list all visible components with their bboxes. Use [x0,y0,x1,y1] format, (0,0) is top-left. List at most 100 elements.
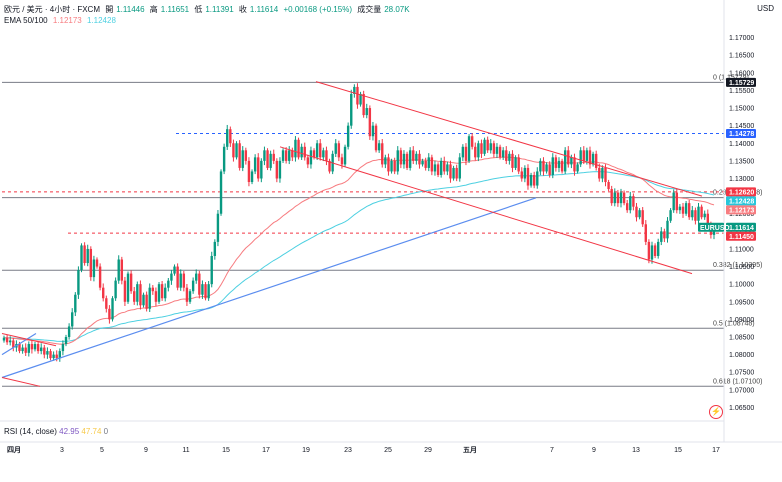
candle-body [136,284,139,302]
candle-body [123,280,127,302]
fib-level-label: 0.5 (1.08748) [713,320,755,327]
candle-body [393,160,396,172]
candle-body [551,157,554,175]
candle-body [532,174,536,186]
candle-body [83,245,86,264]
candle-body [594,153,598,168]
price-tag [726,187,756,197]
price-tag-label: 1.12173 [729,207,754,214]
candle-body [526,167,530,186]
candle-body [396,150,399,172]
candle-body [80,245,83,271]
candle-body [684,203,688,214]
ema-label[interactable]: EMA 50/100 [4,16,48,25]
price-tag [726,205,756,215]
candle-body [340,157,344,165]
candle-body [36,344,40,352]
x-tick-label: 五月 [463,446,477,454]
candle-body [309,150,313,165]
candle-body [625,203,629,211]
candle-body [402,153,406,165]
candle-body [334,143,337,154]
candle-body [436,164,440,175]
lightning-icon[interactable]: ⚡ [709,405,723,419]
candle-body [145,294,148,309]
rsi-value-3: 0 [103,427,109,436]
candle-body [337,143,341,158]
candles [2,83,716,362]
candle-body [303,146,306,158]
candle-body [33,344,37,350]
change-value: +0.00168 (+0.15%) [283,5,352,14]
y-tick-label: 1.07500 [729,370,754,377]
candle-body [610,189,613,204]
candle-body [529,174,533,186]
candle-body [77,270,80,295]
candle-body [353,86,356,94]
candle-body [384,157,387,165]
candle-body [167,280,170,288]
candle-body [362,93,365,116]
candle-body [576,164,579,172]
ema50-value: 1.12173 [52,16,82,25]
rsi-label[interactable]: RSI (14, close) [4,427,57,436]
candle-body [523,167,527,179]
chart-header: 欧元 / 美元 · 4小时 · FXCM 開 1.11446 高 1.11651 低… [4,4,413,26]
candle-body [446,164,449,172]
y-tick-label: 1.16000 [729,70,754,77]
candle-body [598,167,601,179]
candle-body [55,354,58,359]
x-tick-label: 9 [592,447,596,454]
price-tags: 1.15729 1.14278 1.12620 1.12428 1.12173 1.116… [698,77,756,241]
candle-body [142,294,145,306]
currency-label[interactable]: USD [757,4,774,13]
candle-body [681,206,685,214]
symbol-tag-label: EURUSD [700,225,730,232]
y-tick-label: 1.13500 [729,158,754,165]
x-tick-label: 17 [712,447,720,454]
low-label: 低 [194,5,203,14]
price-tag-label: 1.12428 [729,198,754,205]
candle-body [288,150,291,161]
symbol-name[interactable]: 欧元 / 美元 · 4小时 · FXCM [4,5,100,14]
y-tick-label: 1.14500 [729,123,754,130]
y-tick-label: 1.09000 [729,317,754,324]
candle-body [346,125,350,147]
candle-body [433,164,437,172]
candle-body [542,160,545,172]
x-tick-label: 13 [632,447,640,454]
candle-body [511,153,514,168]
close-label: 收 [238,5,247,14]
candle-body [405,153,409,168]
candle-body [641,210,644,225]
candle-body [536,171,539,186]
candle-body [222,146,226,172]
candle-body [694,210,697,221]
symbol-tag [698,222,724,232]
candle-body [427,157,430,168]
price-tag-label: 1.11450 [729,234,754,241]
candle-body [579,150,582,165]
candle-body [501,150,505,158]
candle-body [272,153,275,161]
x-tick-label: 17 [262,447,270,454]
ema100-value: 1.12428 [86,16,116,25]
uptrend-line [1,197,537,379]
drawings [1,81,703,387]
candle-body [492,143,496,154]
candle-body [111,298,114,320]
candle-body [98,266,102,288]
candle-body [424,160,427,168]
candle-body [235,143,238,158]
candle-body [660,231,663,242]
open-label: 開 [105,5,114,14]
candle-body [474,146,477,158]
candle-body [67,326,71,337]
candle-body [40,347,43,352]
candle-body [449,164,452,179]
candle-body [687,203,691,218]
candle-body [294,139,297,158]
y-tick-label: 1.15500 [729,88,754,95]
candle-body [244,150,248,161]
